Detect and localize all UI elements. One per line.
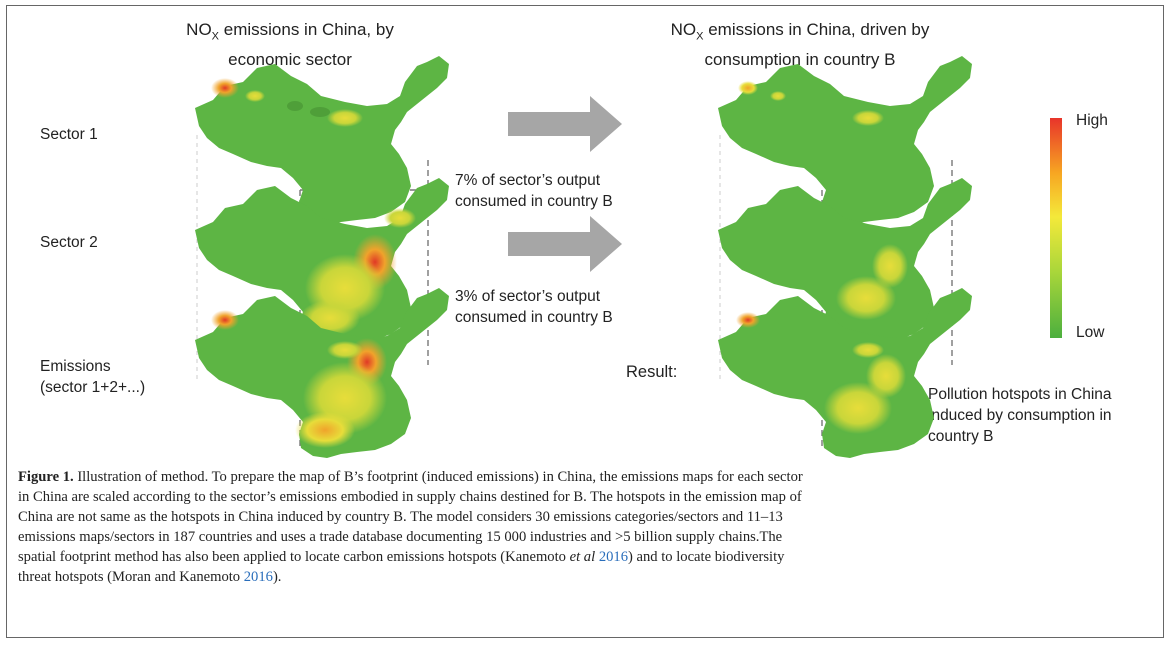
map-result-induced	[718, 288, 972, 458]
figure-frame	[6, 5, 1164, 638]
map-sector1-induced	[718, 56, 972, 226]
map-sector2-induced	[718, 178, 972, 348]
hotspot-note: Pollution hotspots in China induced by co…	[928, 386, 1112, 445]
legend-colorbar	[1050, 118, 1062, 338]
figure-caption: Figure 1. Illustration of method. To pre…	[18, 469, 803, 585]
sector2-label: Sector 2	[40, 234, 98, 251]
map-emissions	[195, 288, 449, 458]
arrow2-label: 3% of sector’s output consumed in country…	[455, 288, 613, 326]
arrow1-label: 7% of sector’s output consumed in country…	[455, 172, 613, 210]
left-title: NOX emissions in China, by economic sect…	[186, 20, 394, 70]
right-title: NOX emissions in China, driven by consum…	[670, 20, 930, 70]
map-sector1	[195, 56, 449, 226]
citation-link-moran[interactable]: 2016	[243, 569, 273, 585]
legend-high-label: High	[1076, 112, 1108, 129]
sector1-label: Sector 1	[40, 126, 98, 143]
diagram-graphics	[195, 56, 1062, 458]
result-label: Result:	[626, 363, 678, 381]
legend-low-label: Low	[1076, 324, 1105, 341]
emissions-label: Emissions (sector 1+2+...)	[40, 358, 146, 396]
arrow-sector1	[508, 96, 622, 152]
citation-link-kanemoto[interactable]: 2016	[598, 549, 628, 565]
arrow-sector2	[508, 216, 622, 272]
